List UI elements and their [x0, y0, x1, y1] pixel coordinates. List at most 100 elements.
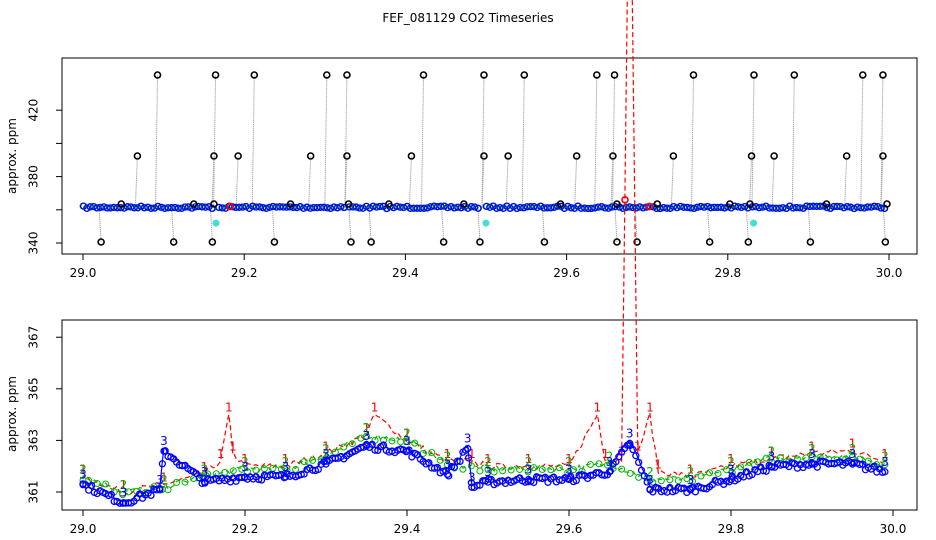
series-1-label: 1	[403, 426, 411, 440]
series-2-point	[102, 480, 110, 488]
spike-line	[691, 74, 695, 208]
series-3-point	[856, 460, 864, 469]
series-3-label: 3	[881, 455, 889, 469]
spike-line	[634, 207, 638, 243]
baseline-point-3	[877, 204, 885, 212]
spike-line	[594, 74, 598, 208]
outlier-low-point	[744, 238, 753, 246]
series-2-point	[881, 461, 889, 469]
series-3-point	[107, 490, 115, 499]
spike-line	[98, 207, 102, 243]
series-1-label: 1	[468, 447, 476, 461]
spike-line	[271, 207, 275, 243]
series-2-point	[252, 466, 260, 474]
baseline-point-3	[779, 204, 787, 212]
series-2-point	[403, 437, 411, 445]
outlier-low-point	[270, 238, 279, 246]
series-1-label: 1	[602, 447, 610, 461]
series-2-label: 2	[160, 473, 168, 487]
series-3-label: 3	[565, 463, 573, 477]
mid-low-point	[190, 200, 198, 208]
outlier-high-point	[343, 71, 351, 79]
cyan-point	[482, 219, 490, 227]
x-tick-label: 29.2	[231, 266, 258, 280]
series-1-label: 1	[201, 460, 209, 474]
outlier-high-point	[790, 71, 799, 79]
series-3-label: 3	[687, 473, 695, 487]
series-2-point	[595, 460, 603, 468]
spike-line	[368, 207, 372, 243]
outlier-high-point	[879, 71, 887, 79]
series-2-point	[119, 491, 127, 499]
series-3-label: 3	[525, 463, 533, 477]
series-2-point	[547, 466, 555, 474]
series-3-point	[473, 481, 481, 490]
red-point	[645, 202, 654, 211]
series-2-point	[737, 463, 745, 471]
series-2-point	[626, 469, 634, 477]
panel-bottom: approx. ppm 29.0 29.2 29.4 29.6 29.8 30.0 361 3…	[5, 0, 918, 536]
series-2-point	[538, 466, 546, 474]
series-2-label: 2	[201, 463, 209, 477]
series-2-point	[300, 458, 308, 466]
series-2-label: 2	[322, 442, 330, 456]
series-3-point	[600, 471, 609, 480]
series-3-point	[456, 457, 464, 466]
series-3-label: 3	[768, 450, 776, 464]
spike-line	[749, 155, 753, 208]
series-3-label: 3	[79, 468, 87, 482]
spike-line	[441, 207, 445, 243]
red-point	[226, 202, 234, 211]
series-2-point	[507, 466, 515, 474]
series-3-point	[858, 460, 867, 468]
series-2-label: 2	[849, 442, 857, 456]
mid-high-point	[747, 152, 756, 160]
x-tick-label: 29.0	[70, 266, 97, 280]
panel-bottom-frame	[61, 319, 918, 511]
series-2-point	[745, 458, 753, 466]
mid-high-point	[669, 152, 678, 160]
mid-high-point	[879, 152, 887, 160]
series-2-point	[363, 432, 370, 440]
series-3-point	[161, 447, 169, 455]
panel-top-data	[79, 71, 891, 246]
series-1-label: 1	[229, 439, 237, 453]
outlier-high-point	[250, 71, 259, 79]
series-1-label: 1	[217, 447, 225, 461]
baseline-point-3	[547, 204, 555, 212]
spike-line	[791, 74, 795, 208]
series-2-point	[204, 470, 212, 478]
series-2-point	[340, 443, 348, 451]
series-3-point	[848, 460, 857, 468]
series-2-point	[618, 465, 626, 473]
series-1-label: 1	[881, 447, 889, 461]
spike-line	[344, 74, 348, 208]
outlier-low-point	[540, 238, 549, 246]
series-3-point	[464, 454, 473, 462]
spike-line	[211, 155, 215, 208]
panel-top-axes: 29.0 29.2 29.4 29.6 29.8 30.0 340 380 420	[27, 99, 903, 280]
series-1-label: 1	[634, 439, 642, 453]
series-3-point	[629, 445, 637, 454]
series-2-point	[683, 475, 691, 483]
outlier-high-point	[211, 71, 220, 79]
series-2-point	[348, 440, 356, 448]
series-3-label: 3	[626, 426, 634, 440]
series-2-label: 2	[525, 455, 533, 469]
series-3-label: 3	[484, 465, 492, 479]
spike-line	[614, 207, 618, 243]
series-2-point	[569, 466, 577, 474]
spike-line	[171, 207, 175, 243]
series-1-label: 1	[687, 463, 695, 477]
baseline-point-3	[474, 204, 482, 212]
series-3-point	[635, 458, 643, 467]
spike-line	[521, 74, 525, 208]
outlier-low-point	[347, 238, 355, 246]
series-2-label: 2	[808, 442, 816, 456]
spike-line	[807, 207, 811, 243]
mid-low-point	[725, 200, 734, 208]
x-tick-label: 29.0	[70, 522, 97, 536]
series-2-point	[212, 470, 220, 478]
outlier-low-point	[633, 238, 641, 246]
x-tick-label: 29.2	[232, 522, 259, 536]
